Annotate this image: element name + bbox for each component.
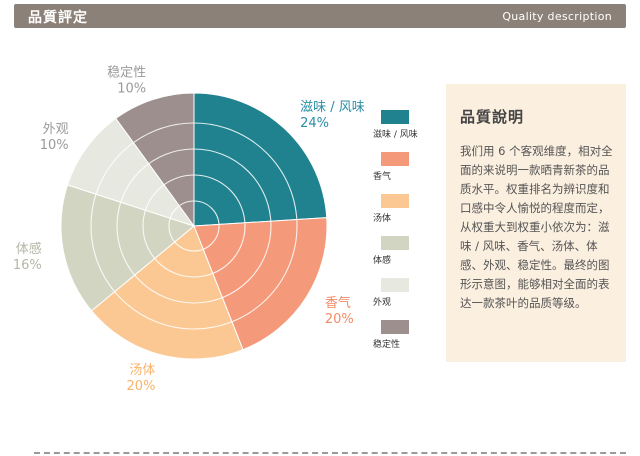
section-subtitle: Quality description <box>502 10 612 23</box>
grid-ring-4 <box>90 122 298 330</box>
description-title: 品質說明 <box>460 108 525 126</box>
legend-label-stability: 稳定性 <box>373 338 400 350</box>
legend-label-aroma: 香气 <box>373 170 391 182</box>
section-header: 品質評定 Quality description <box>14 4 626 28</box>
pie-slice-flavor <box>193 92 328 227</box>
legend-label-body: 汤体 <box>373 212 391 224</box>
grid-ring-2 <box>142 174 246 278</box>
slice-value-stability: 10% <box>117 82 146 97</box>
legend-label-mouthfeel: 体感 <box>373 254 391 266</box>
legend-swatch-appearance <box>381 278 409 292</box>
slice-label-aroma: 香气 <box>325 295 351 311</box>
grid-rings <box>90 122 298 330</box>
description-body: 我们用 6 个客观维度，相对全面的来说明一款晒青新茶的品质水平。权重排名为辨识度… <box>460 144 613 310</box>
slice-value-flavor: 24% <box>300 116 329 131</box>
slice-label-stability: 稳定性 <box>107 65 146 81</box>
slice-label-appearance: 外观 <box>43 122 69 137</box>
slice-value-mouthfeel: 16% <box>13 258 42 273</box>
legend-swatch-body <box>381 194 409 208</box>
legend-label-flavor: 滋味 / 风味 <box>373 128 418 140</box>
legend-swatch-stability <box>381 320 409 334</box>
legend-swatch-aroma <box>381 152 409 166</box>
legend-swatch-mouthfeel <box>381 236 409 250</box>
pie-slice-mouthfeel <box>60 184 196 312</box>
pie-slice-body <box>90 225 244 360</box>
legend-label-appearance: 外观 <box>373 296 391 308</box>
bottom-divider <box>34 452 626 454</box>
legend-swatch-flavor <box>381 110 409 124</box>
description-panel: 品質說明 我们用 6 个客观维度，相对全面的来说明一款晒青新茶的品质水平。权重排… <box>446 84 626 362</box>
slice-label-body: 汤体 <box>129 363 155 378</box>
pie-slices <box>60 92 328 360</box>
slice-value-appearance: 10% <box>40 138 69 153</box>
slice-value-body: 20% <box>127 379 156 394</box>
slice-label-flavor: 滋味 / 风味 <box>300 100 365 115</box>
section-title: 品質評定 <box>28 10 88 26</box>
slice-label-mouthfeel: 体感 <box>16 241 42 257</box>
grid-ring-3 <box>116 148 272 304</box>
slice-value-aroma: 20% <box>325 312 354 327</box>
grid-ring-1 <box>168 200 220 252</box>
pie-slice-appearance <box>66 117 196 227</box>
